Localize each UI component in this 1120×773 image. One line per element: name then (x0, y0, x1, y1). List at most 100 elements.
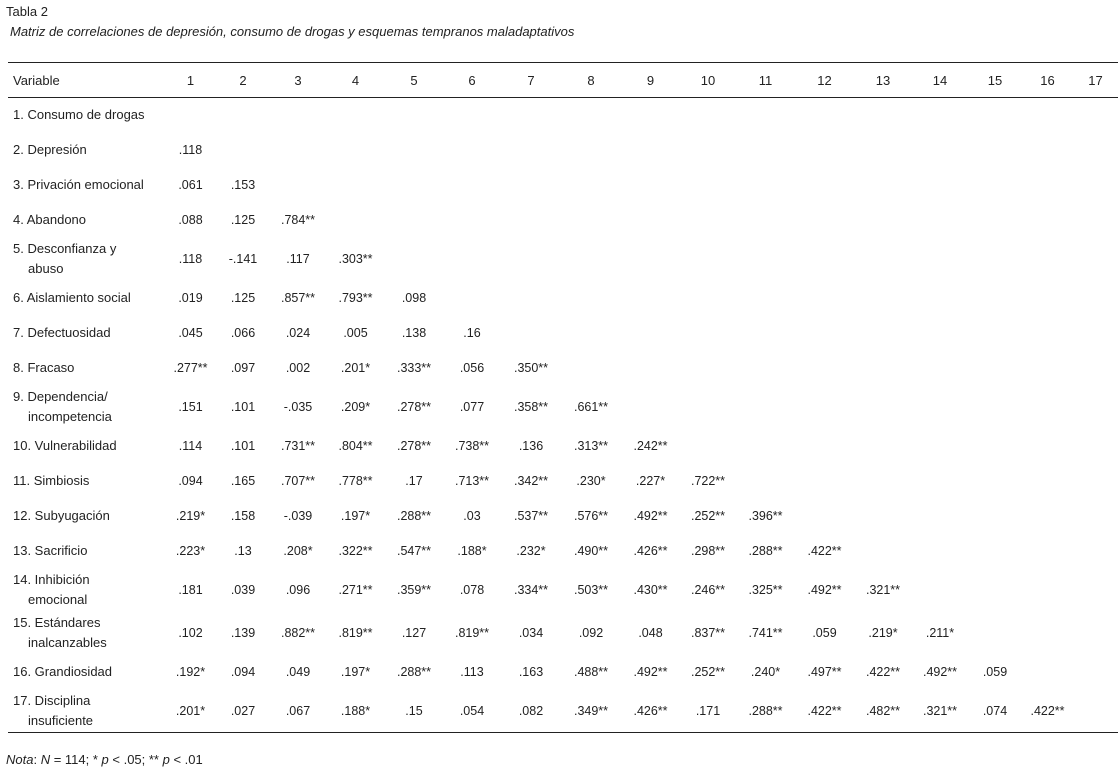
correlation-cell: .066 (230, 326, 256, 340)
table-row: 6. Aislamiento social .019 .125 .857** .793*… (8, 281, 1118, 316)
table-row: 7. Defectuosidad .045 .066 .024 .005 .138 .16 (8, 316, 1118, 351)
correlation-cell (326, 168, 385, 203)
correlation-cell (854, 499, 912, 534)
column-header-14: 14 (932, 72, 948, 88)
correlation-cell (854, 98, 912, 133)
table-row: 2. Depresión .118 (8, 133, 1118, 168)
column-header-4: 4 (351, 72, 360, 88)
correlation-cell: .223* (175, 544, 206, 558)
correlation-cell (854, 464, 912, 499)
correlation-cell (1073, 316, 1118, 351)
correlation-cell (1073, 499, 1118, 534)
correlation-cell: .240* (750, 665, 781, 679)
variable-label: 12. Subyugación (8, 499, 165, 534)
correlation-cell: -.035 (283, 400, 313, 414)
correlation-cell: .03 (463, 509, 481, 523)
correlation-cell (795, 499, 854, 534)
correlation-cell: .252** (690, 665, 726, 679)
variable-label: 17. Disciplina insuficiente (8, 690, 165, 733)
correlation-cell: .426** (633, 703, 668, 718)
correlation-cell: .819** (338, 626, 373, 640)
correlation-cell (680, 98, 736, 133)
correlation-cell (501, 98, 561, 133)
correlation-cell: .201* (340, 361, 371, 375)
table-row: 9. Dependencia/incompetencia .151 .101 -.03… (8, 386, 1118, 429)
correlation-cell (1022, 168, 1073, 203)
correlation-cell (968, 569, 1022, 612)
correlation-cell (443, 238, 501, 281)
correlation-cell: .059 (982, 665, 1008, 679)
correlation-cell (443, 168, 501, 203)
correlation-cell: .482** (865, 703, 901, 718)
correlation-cell: .537** (513, 509, 549, 523)
correlation-cell: .731** (280, 439, 316, 453)
correlation-cell (1073, 281, 1118, 316)
correlation-cell: .277** (173, 361, 208, 375)
variable-label-line: 4. Abandono (13, 212, 87, 227)
correlation-cell: .094 (230, 665, 256, 679)
column-header-9: 9 (646, 72, 655, 88)
correlation-cell: .661** (573, 400, 609, 414)
correlation-cell (385, 238, 443, 281)
correlation-cell (795, 464, 854, 499)
column-header-11: 11 (758, 72, 773, 88)
correlation-cell (561, 98, 621, 133)
note-n-symbol: N (40, 752, 51, 767)
correlation-cell: .16 (463, 326, 481, 340)
correlation-cell (326, 98, 385, 133)
correlation-cell (1073, 464, 1118, 499)
correlation-cell (912, 133, 968, 168)
correlation-cell (1073, 690, 1118, 733)
correlation-cell: .078 (459, 583, 485, 597)
correlation-cell: .278** (396, 400, 432, 414)
correlation-cell (1022, 133, 1073, 168)
correlation-cell: .139 (230, 626, 256, 640)
correlation-cell: .165 (230, 474, 256, 488)
correlation-cell: .422** (807, 544, 842, 558)
correlation-cell: .303** (338, 252, 373, 266)
variable-label-line: 17. Disciplina (13, 692, 91, 708)
correlation-cell: .153 (230, 178, 256, 192)
correlation-cell: .201* (175, 703, 206, 718)
correlation-cell: .209* (340, 400, 371, 414)
column-header-variable: Variable (13, 72, 60, 88)
column-header-7: 7 (527, 72, 535, 88)
correlation-cell (1073, 534, 1118, 569)
correlation-cell (912, 281, 968, 316)
correlation-cell: .396** (748, 509, 783, 523)
correlation-cell: .547** (396, 544, 432, 558)
correlation-cell: .024 (285, 326, 311, 340)
correlation-cell (968, 612, 1022, 655)
correlation-cell (1022, 238, 1073, 281)
correlation-cell: .492** (633, 665, 668, 679)
correlation-cell (680, 316, 736, 351)
correlation-cell (1022, 98, 1073, 133)
correlation-cell: .049 (285, 665, 311, 679)
correlation-cell (1022, 655, 1073, 690)
correlation-cell (561, 168, 621, 203)
correlation-cell (1022, 612, 1073, 655)
correlation-cell (1073, 168, 1118, 203)
correlation-cell (270, 168, 326, 203)
correlation-cell: .136 (518, 439, 544, 453)
correlation-cell: .342** (513, 474, 549, 488)
table-title: Matriz de correlaciones de depresión, co… (10, 24, 575, 39)
correlation-cell (968, 534, 1022, 569)
correlation-cell (1022, 281, 1073, 316)
column-header-1: 1 (186, 72, 195, 88)
table-row: 4. Abandono .088 .125 .784** (8, 203, 1118, 238)
table-row: 1. Consumo de drogas (8, 98, 1118, 133)
correlation-cell: .422** (865, 665, 901, 679)
correlation-cell (501, 238, 561, 281)
correlation-cell: .278** (396, 439, 432, 453)
correlation-cell (561, 238, 621, 281)
correlation-cell: .778** (338, 474, 373, 488)
correlation-cell: .092 (578, 626, 604, 640)
correlation-cell: .113 (460, 665, 484, 679)
correlation-cell: .192* (175, 665, 206, 679)
correlation-cell: .098 (401, 291, 427, 305)
correlation-cell (912, 386, 968, 429)
correlation-cell (1022, 569, 1073, 612)
correlation-cell: .101 (230, 439, 256, 453)
correlation-cell (1022, 203, 1073, 238)
